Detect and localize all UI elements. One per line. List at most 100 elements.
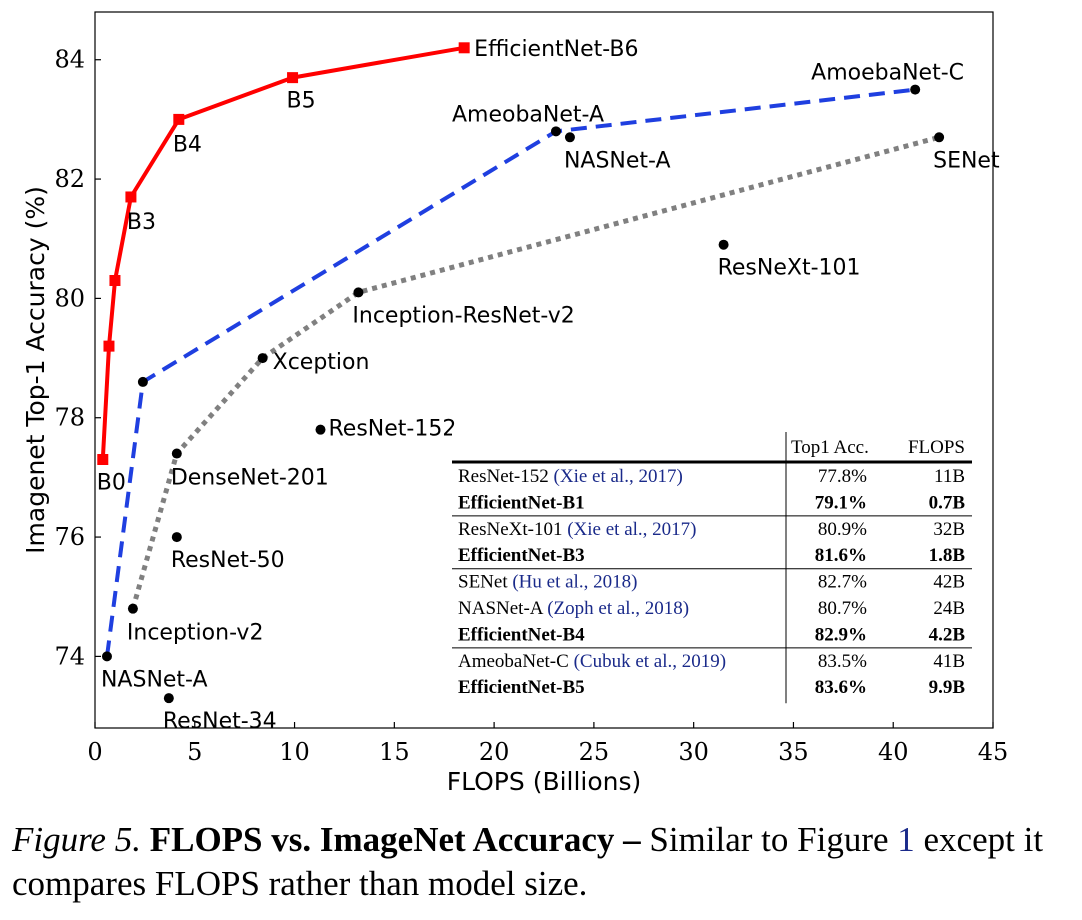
y-tick-label: 84: [54, 46, 85, 74]
x-tick-label: 5: [187, 738, 202, 766]
point-label: ResNet-50: [171, 548, 285, 573]
table-cell-acc: 82.9%: [815, 624, 867, 645]
x-tick-label: 30: [678, 738, 709, 766]
table-cell-flops: 4.2B: [929, 624, 966, 645]
flops-vs-accuracy-chart: 0 5 10 15 20 25 30 35 40 45 74 76 78 80 82 84 B0 B3 B4 B5 E…: [21, 11, 1008, 796]
table-citation-link[interactable]: (Cubuk et al., 2019): [569, 651, 726, 672]
x-tick-label: 15: [379, 738, 410, 766]
caption-text-before-ref: Similar to Figure: [649, 820, 889, 859]
data-point-circle: [163, 693, 174, 704]
point-label: AmeobaNet-A: [452, 102, 604, 127]
data-markers: [97, 42, 945, 704]
table-citation-link[interactable]: (Xie et al., 2017): [549, 466, 683, 487]
table-cell-acc: 83.6%: [815, 677, 867, 698]
point-label: SENet: [933, 148, 1000, 173]
table-model-name: EfficientNet-B3: [458, 545, 585, 566]
table-cell-model: ResNeXt-101 (Xie et al., 2017): [458, 519, 697, 540]
table-cell-model: EfficientNet-B3: [458, 545, 585, 566]
caption-text-after-ref: except it compares FLOPS rather than mod…: [12, 820, 1044, 903]
series-line-nas-models: [105, 87, 916, 657]
table-background: [452, 430, 974, 702]
x-tick-label: 25: [579, 738, 610, 766]
data-point-circle: [718, 239, 729, 250]
data-point-circle: [127, 603, 138, 614]
point-label: AmoebaNet-C: [811, 61, 964, 86]
comparison-table: Top1 Acc. FLOPS ResNet-152 (Xie et al., 20…: [452, 430, 974, 704]
table-cell-model: EfficientNet-B5: [458, 677, 585, 698]
x-tick-label: 20: [479, 738, 510, 766]
x-tick-label: 45: [978, 738, 1009, 766]
table-cell-acc: 81.6%: [815, 545, 867, 566]
table-header-acc: Top1 Acc.: [791, 437, 869, 458]
table-model-name: ResNet-152: [458, 466, 549, 487]
data-point-square: [103, 340, 115, 352]
x-tick-label: 40: [878, 738, 909, 766]
y-tick-label: 74: [54, 642, 85, 670]
table-model-name: AmeobaNet-C: [458, 651, 569, 672]
data-point-circle: [101, 651, 112, 662]
y-tick-label: 78: [54, 404, 85, 432]
data-point-square: [287, 72, 299, 84]
point-label: ResNet-152: [328, 417, 456, 442]
table-header-flops: FLOPS: [908, 437, 965, 458]
table-citation-link[interactable]: (Xie et al., 2017): [562, 519, 696, 540]
point-label: NASNet-A: [564, 148, 671, 173]
table-model-name: SENet: [458, 572, 508, 593]
table-cell-flops: 0.7B: [929, 492, 966, 513]
table-cell-acc: 83.5%: [818, 651, 867, 672]
table-cell-acc: 80.7%: [818, 598, 867, 619]
series-line-efficientnet: [100, 45, 465, 460]
point-label: ResNet-34: [163, 709, 277, 734]
table-cell-model: AmeobaNet-C (Cubuk et al., 2019): [458, 651, 726, 672]
point-label: Xception: [273, 350, 370, 375]
point-label: NASNet-A: [101, 667, 208, 692]
caption-title: FLOPS vs. ImageNet Accuracy –: [149, 820, 641, 859]
table-model-name: EfficientNet-B5: [458, 677, 585, 698]
data-point-circle: [910, 84, 921, 95]
table-model-name: ResNeXt-101: [458, 519, 562, 540]
table-cell-model: EfficientNet-B4: [458, 624, 585, 645]
table-cell-flops: 9.9B: [929, 677, 966, 698]
x-tick-label: 0: [87, 738, 102, 766]
point-label: B3: [127, 210, 156, 235]
point-label: B0: [97, 471, 126, 496]
plot-frame: [94, 11, 994, 729]
table-citation-link[interactable]: (Hu et al., 2018): [508, 572, 638, 593]
point-label: B4: [173, 132, 202, 157]
caption-figure-ref-link[interactable]: 1: [897, 820, 915, 859]
data-point-circle: [550, 126, 561, 137]
point-label: Inception-v2: [127, 621, 264, 646]
caption-figure-number: Figure 5.: [12, 820, 141, 859]
axis-ticks: 0 5 10 15 20 25 30 35 40 45 74 76 78 80 82 84: [54, 46, 1008, 766]
y-tick-label: 82: [54, 165, 85, 193]
figure-caption: Figure 5. FLOPS vs. ImageNet Accuracy – …: [12, 818, 1072, 906]
data-point-square: [458, 42, 470, 54]
table-cell-model: ResNet-152 (Xie et al., 2017): [458, 466, 683, 487]
point-label: Inception-ResNet-v2: [352, 303, 574, 328]
data-point-square: [109, 275, 121, 286]
table-cell-model: SENet (Hu et al., 2018): [458, 572, 637, 593]
table-model-name: NASNet-A: [458, 598, 544, 619]
data-point-circle: [171, 448, 182, 459]
x-tick-label: 10: [279, 738, 310, 766]
table-cell-model: NASNet-A (Zoph et al., 2018): [458, 598, 689, 619]
table-cell-flops: 1.8B: [929, 545, 966, 566]
data-point-circle: [257, 353, 268, 364]
data-point-circle: [137, 376, 148, 387]
point-labels: B0 B3 B4 B5 EfficientNet-B6 NASNet-A AmeobaNet…: [97, 37, 1000, 734]
x-axis-label: FLOPS (Billions): [447, 767, 642, 796]
x-tick-label: 35: [778, 738, 809, 766]
data-point-circle: [353, 287, 364, 298]
table-model-name: EfficientNet-B1: [458, 492, 585, 513]
data-point-circle: [934, 132, 945, 143]
table-cell-acc: 77.8%: [818, 466, 867, 487]
y-tick-label: 76: [54, 523, 85, 551]
table-citation-link[interactable]: (Zoph et al., 2018): [542, 598, 689, 619]
y-axis-label: Imagenet Top-1 Accuracy (%): [21, 186, 50, 554]
table-cell-flops: 41B: [933, 651, 965, 672]
table-cell-flops: 24B: [933, 598, 965, 619]
y-tick-label: 80: [54, 284, 85, 312]
table-model-name: EfficientNet-B4: [458, 624, 585, 645]
table-cell-flops: 42B: [933, 572, 965, 593]
point-label: ResNeXt-101: [718, 256, 861, 281]
